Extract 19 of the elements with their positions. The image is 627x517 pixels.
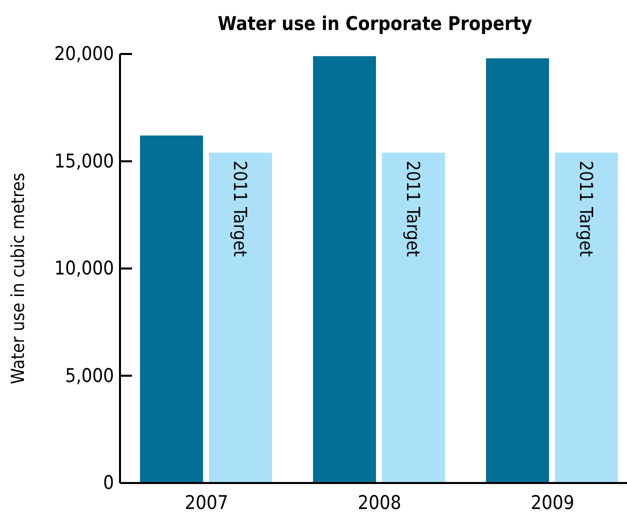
x-tick-label: 2008	[358, 492, 402, 514]
text: 2011 Target	[402, 160, 424, 257]
series-label: 2011 Target	[229, 160, 250, 257]
x-tick-label: 2009	[530, 492, 574, 514]
x-tick-label: 2007	[184, 492, 228, 514]
text: 2011 Target	[575, 160, 596, 257]
chart-title: Water use in Corporate Property	[218, 13, 532, 35]
y-tick-label: 10,000	[54, 258, 114, 280]
bar	[486, 58, 549, 483]
bar	[209, 152, 272, 483]
y-tick-label: 0	[103, 472, 114, 494]
y-tick-label: 15,000	[54, 150, 114, 172]
y-tick-label: 20,000	[54, 43, 114, 66]
y-axis-title: Water use in cubic metres	[8, 172, 29, 384]
y-tick-label: 5,000	[65, 364, 114, 387]
bar	[382, 152, 445, 483]
bar	[140, 136, 203, 483]
bar	[313, 56, 376, 483]
bar	[555, 152, 618, 483]
